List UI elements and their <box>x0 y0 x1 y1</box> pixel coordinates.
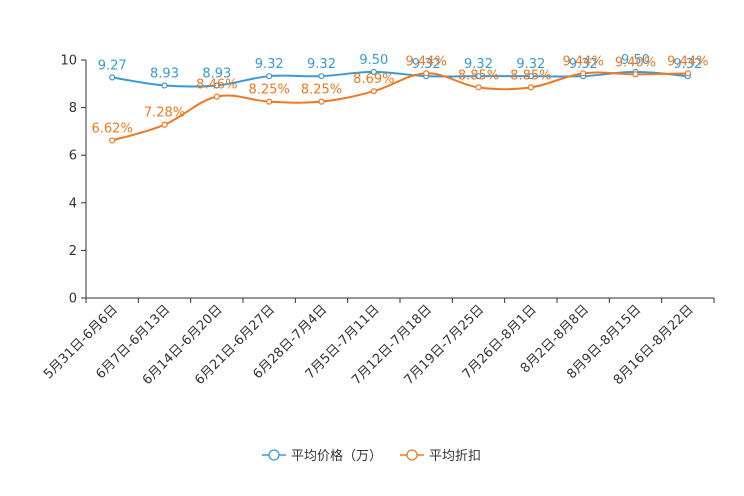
series-0-data-label: 8.93 <box>150 66 179 81</box>
series-1-data-label: 6.62% <box>92 121 133 136</box>
series-0-point[interactable] <box>213 82 220 89</box>
y-tick-label: 0 <box>69 292 77 307</box>
series-layer <box>109 68 691 144</box>
series-1-point[interactable] <box>266 98 273 105</box>
series-1-data-label: 9.44% <box>406 54 447 69</box>
series-1-point[interactable] <box>161 121 168 128</box>
series-0-data-label: 9.32 <box>464 57 493 72</box>
legend-item-0[interactable]: 平均价格（万） <box>262 448 382 464</box>
series-0-point[interactable] <box>161 82 168 89</box>
series-1-point[interactable] <box>580 70 587 77</box>
legend-label: 平均折扣 <box>429 449 481 464</box>
series-1-point[interactable] <box>318 98 325 105</box>
series-1-data-label: 8.46% <box>196 78 237 93</box>
series-1-data-label: 8.85% <box>458 68 499 83</box>
series-0-data-label: 8.93 <box>202 66 231 81</box>
series-0-data-label: 9.32 <box>569 57 598 72</box>
legend[interactable]: 平均价格（万） 平均折扣 <box>262 448 481 464</box>
series-line-1[interactable] <box>111 71 688 142</box>
series-1-data-label: 7.28% <box>144 106 185 121</box>
legend-marker-icon <box>406 449 418 461</box>
series-1-data-label: 9.44% <box>667 54 708 69</box>
series-line-0[interactable] <box>112 70 688 88</box>
series-0-data-label: 9.32 <box>673 57 702 72</box>
series-0-data-label: 9.27 <box>98 58 127 73</box>
y-tick-label: 6 <box>69 149 77 164</box>
chart-axes: 02468105月31日-6月6日6月7日-6月13日6月14日-6月20日6月… <box>41 54 715 388</box>
series-0-data-label: 9.50 <box>621 53 650 68</box>
legend-item-1[interactable]: 平均折扣 <box>400 449 481 464</box>
series-0-point[interactable] <box>370 68 377 76</box>
series-1-point[interactable] <box>370 88 377 95</box>
y-tick-label: 10 <box>60 54 77 69</box>
data-labels-layer: 9.27 8.93 8.93 9.32 9.32 9.50 9.32 9.32 9.32 9.32… <box>92 53 709 137</box>
series-0-data-label: 9.32 <box>516 57 545 72</box>
series-0-point[interactable] <box>527 73 534 80</box>
series-1-data-label: 8.69% <box>353 72 394 87</box>
series-1-point[interactable] <box>423 70 430 77</box>
series-1-point[interactable] <box>632 71 639 78</box>
series-0-data-label: 9.32 <box>307 57 336 72</box>
y-tick-label: 4 <box>69 196 77 211</box>
legend-marker-icon <box>268 449 280 461</box>
y-tick-label: 8 <box>69 101 77 116</box>
series-0-point[interactable] <box>475 73 482 80</box>
y-tick-label: 2 <box>69 244 77 259</box>
series-1-data-label: 8.25% <box>301 83 342 98</box>
series-0-point[interactable] <box>109 74 116 81</box>
series-1-point[interactable] <box>109 137 116 144</box>
series-1-data-label: 8.85% <box>510 68 551 83</box>
series-0-data-label: 9.32 <box>255 57 284 72</box>
series-1-point[interactable] <box>475 84 482 91</box>
series-1-data-label: 9.40% <box>615 55 656 70</box>
series-1-point[interactable] <box>527 84 534 91</box>
series-1-data-label: 9.44% <box>563 54 604 69</box>
series-1-point[interactable] <box>213 93 220 100</box>
series-1-point[interactable] <box>684 70 691 77</box>
series-0-data-label: 9.50 <box>359 53 388 68</box>
legend-label: 平均价格（万） <box>291 448 382 464</box>
series-0-data-label: 9.32 <box>412 57 441 72</box>
series-1-data-label: 8.25% <box>249 83 290 98</box>
series-0-point[interactable] <box>266 73 273 80</box>
series-0-point[interactable] <box>318 73 325 80</box>
